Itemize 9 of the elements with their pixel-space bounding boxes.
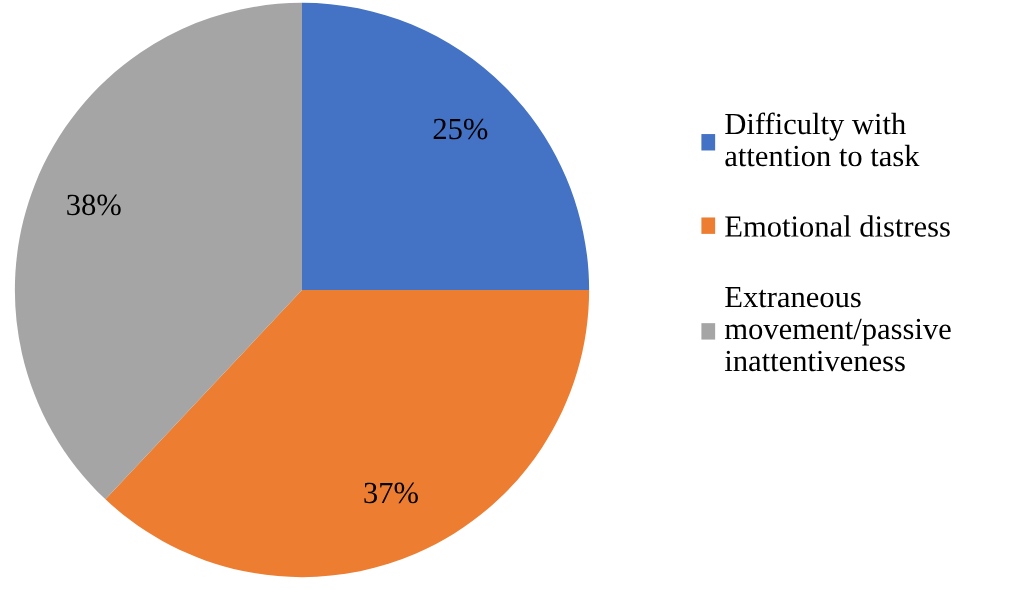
legend-label: Emotional distress — [725, 215, 950, 237]
pie-slice — [302, 2, 590, 290]
data-label: 37% — [364, 482, 418, 504]
data-label: 38% — [67, 194, 121, 216]
legend-label: Extraneous movement/passive inattentiveness — [724, 287, 951, 372]
legend-label: Difficulty with attention to task — [725, 112, 920, 167]
pie-slice — [105, 290, 590, 578]
pie-slice — [14, 2, 302, 500]
data-label: 25% — [433, 118, 488, 140]
